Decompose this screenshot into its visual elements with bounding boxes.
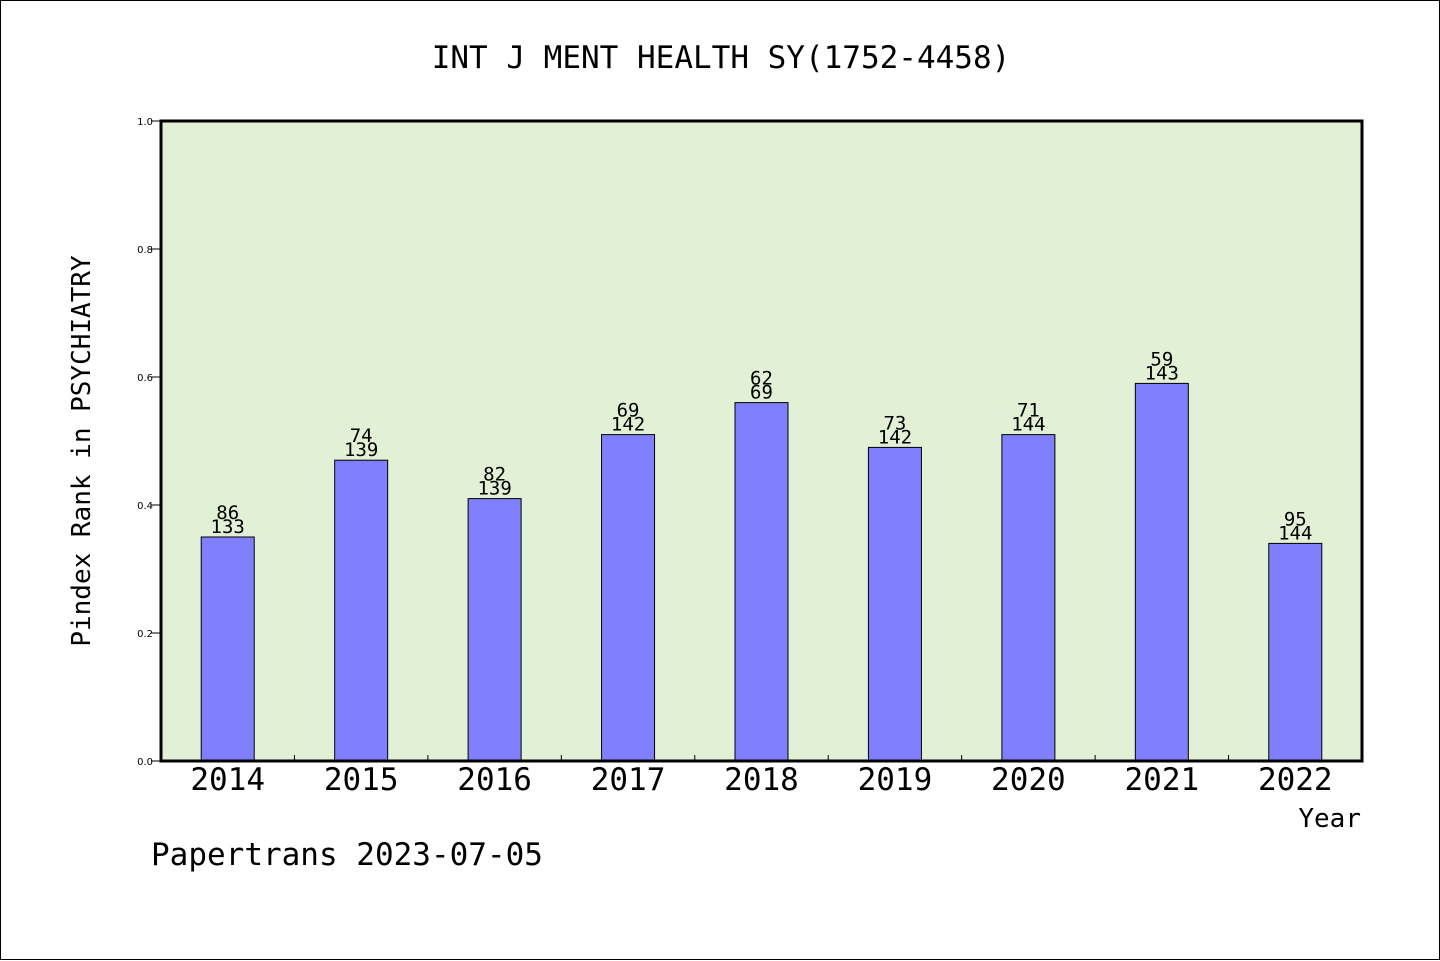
footer-text: Papertrans 2023-07-05	[151, 837, 543, 873]
y-tick-label: 1.0	[137, 117, 153, 128]
bar-rank-label: 69	[617, 400, 640, 422]
x-tick-label: 2020	[991, 762, 1066, 798]
bars-group: 8613374139821396914262697314271144591439…	[200, 348, 1323, 762]
bar-2015	[334, 459, 389, 762]
bar-2017	[601, 434, 656, 762]
x-axis-label: Year	[1298, 804, 1361, 834]
bar-total-label: 144	[1278, 522, 1312, 544]
bar-2020	[1001, 434, 1056, 762]
y-tick-label: 0.6	[137, 373, 153, 384]
y-tick-label: 0.2	[137, 629, 153, 640]
bar-total-label: 133	[211, 516, 245, 538]
bar-2022	[1268, 542, 1323, 762]
bar-rank-label: 62	[750, 368, 773, 390]
x-tick-label: 2018	[724, 762, 799, 798]
y-tick-label: 0.4	[137, 501, 153, 512]
bar-rank-label: 86	[216, 502, 239, 524]
y-tick-label: 0.0	[137, 757, 153, 768]
bar-total-label: 69	[750, 382, 773, 404]
bar-rank-label: 82	[483, 464, 506, 486]
bar-total-label: 144	[1011, 414, 1045, 436]
y-tick-label: 0.8	[137, 245, 153, 256]
chart-title: INT J MENT HEALTH SY(1752-4458)	[432, 40, 1011, 76]
x-axis: 2014 2015 2016 2017 2018 2019 2020 2021 2022	[190, 755, 1333, 798]
bar-2014	[200, 536, 255, 762]
x-tick-label: 2016	[457, 762, 532, 798]
bar-total-label: 142	[878, 426, 912, 448]
y-axis: 0.0 0.2 0.4 0.6 0.8 1.0	[137, 117, 161, 768]
bar-2016	[467, 498, 522, 762]
bar-rank-label: 95	[1284, 508, 1307, 530]
x-tick-label: 2017	[591, 762, 666, 798]
bar-2021	[1134, 382, 1189, 762]
bar-total-label: 142	[611, 414, 645, 436]
x-tick-label: 2019	[858, 762, 933, 798]
x-tick-label: 2022	[1258, 762, 1333, 798]
bar-rank-label: 74	[350, 425, 373, 447]
bar-total-label: 139	[477, 478, 511, 500]
bar-total-label: 143	[1145, 362, 1179, 384]
x-tick-label: 2015	[324, 762, 399, 798]
bar-2018	[734, 402, 789, 762]
plot-border	[159, 119, 1364, 763]
bar-rank-label: 59	[1150, 348, 1173, 370]
bar-rank-label: 73	[883, 412, 906, 434]
bar-2019	[867, 446, 922, 762]
x-tick-label: 2014	[190, 762, 265, 798]
bar-rank-label: 71	[1017, 400, 1040, 422]
x-tick-label: 2021	[1125, 762, 1200, 798]
bar-total-label: 139	[344, 439, 378, 461]
y-axis-label: Pindex Rank in PSYCHIATRY	[67, 255, 97, 647]
